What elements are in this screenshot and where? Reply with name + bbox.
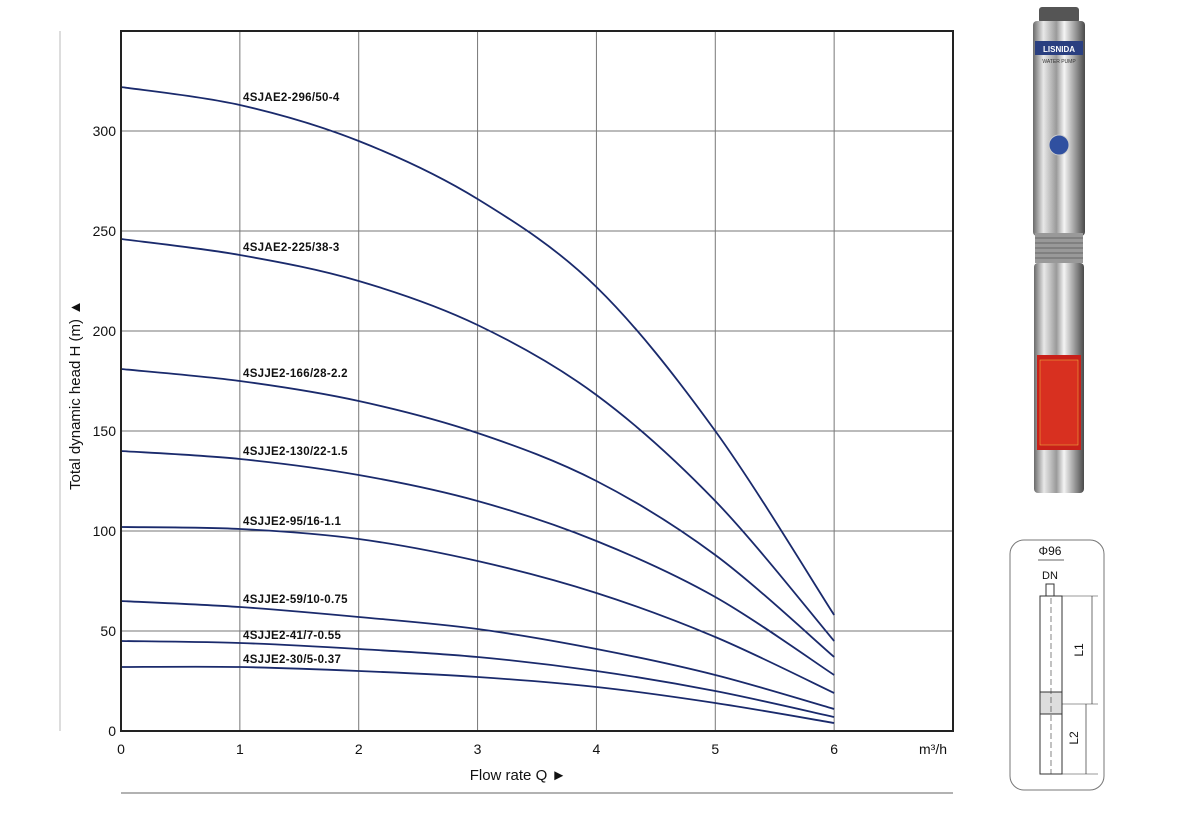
- curve-4SJJE2-95/16-1.1: [120, 526, 835, 694]
- curve-labels: 4SJAE2-296/50-4 4SJAE2-225/38-3 4SJJE2-166…: [243, 92, 348, 666]
- plot-border: [120, 30, 954, 732]
- brand-logo: LISNIDA: [1043, 45, 1075, 54]
- y-tick-label: 0: [108, 723, 116, 739]
- x-tick-label: 6: [830, 741, 838, 757]
- grid: [120, 31, 953, 732]
- x-axis-title: Flow rate Q ►: [470, 767, 567, 784]
- y-tick-label: 250: [93, 223, 117, 239]
- pump-photo: LISNIDA WATER PUMP: [1033, 7, 1085, 493]
- curve-4SJJE2-59/10-0.75: [120, 600, 835, 710]
- x-tick-label: 3: [474, 741, 482, 757]
- x-tick-label: 4: [593, 741, 601, 757]
- x-tick-label: 2: [355, 741, 363, 757]
- diameter-label: Φ96: [1039, 544, 1062, 558]
- outlet-label: DN: [1042, 570, 1058, 582]
- x-unit-label: m³/h: [919, 741, 947, 757]
- curve-label: 4SJJE2-30/5-0.37: [243, 654, 341, 666]
- length1-label: L1: [1072, 643, 1086, 657]
- pump-dimension-drawing: Φ96 DN L1 L2: [1009, 539, 1105, 791]
- y-tick-label: 50: [100, 623, 116, 639]
- curve-4SJAE2-296/50-4: [120, 86, 835, 616]
- curve-label: 4SJAE2-225/38-3: [243, 242, 340, 254]
- y-axis-title: Total dynamic head H (m) ▲: [67, 300, 84, 490]
- curve-4SJAE2-225/38-3: [120, 238, 835, 642]
- logo-subtitle: WATER PUMP: [1042, 59, 1076, 65]
- y-tick-label: 150: [93, 423, 117, 439]
- y-tick-label: 100: [93, 523, 117, 539]
- length2-label: L2: [1067, 731, 1081, 745]
- curve-label: 4SJJE2-95/16-1.1: [243, 516, 341, 528]
- curve-4SJJE2-166/28-2.2: [120, 368, 835, 658]
- curve-4SJJE2-41/7-0.55: [120, 640, 835, 718]
- curve-label: 4SJJE2-166/28-2.2: [243, 368, 348, 380]
- curves: [120, 86, 835, 724]
- x-tick-label: 0: [117, 741, 125, 757]
- curve-label: 4SJJE2-130/22-1.5: [243, 446, 348, 458]
- curve-4SJJE2-130/22-1.5: [120, 450, 835, 676]
- curve-label: 4SJJE2-59/10-0.75: [243, 594, 348, 606]
- x-tick-label: 1: [236, 741, 244, 757]
- y-ticks: 0 50 100 150 200 250 300: [93, 123, 117, 739]
- curve-label: 4SJJE2-41/7-0.55: [243, 630, 341, 642]
- x-tick-label: 5: [711, 741, 719, 757]
- y-tick-label: 300: [93, 123, 117, 139]
- curve-label: 4SJAE2-296/50-4: [243, 92, 340, 104]
- x-ticks: 0 1 2 3 4 5 6: [117, 741, 838, 757]
- curve-4SJJE2-30/5-0.37: [120, 665, 835, 724]
- y-tick-label: 200: [93, 323, 117, 339]
- pump-performance-chart: 0 1 2 3 4 5 6 0 50 100 150 200 250 300 4SJAE2-296/50…: [59, 30, 954, 794]
